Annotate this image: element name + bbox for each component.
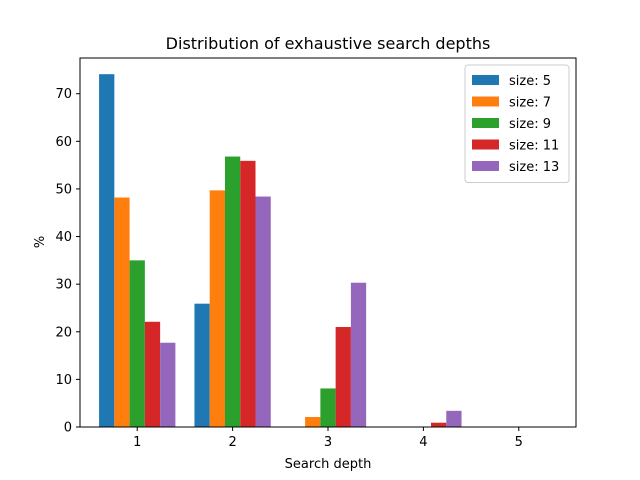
bar-size-7-depth-2 bbox=[209, 190, 225, 427]
y-axis-label: % bbox=[33, 236, 48, 248]
y-tick-label: 10 bbox=[55, 373, 72, 388]
bar-size-9-depth-2 bbox=[224, 156, 241, 427]
bar-size-11-depth-4 bbox=[431, 422, 447, 427]
legend-label: size: 13 bbox=[509, 160, 559, 175]
legend-box bbox=[464, 64, 570, 183]
x-axis-label: Search depth bbox=[285, 457, 372, 472]
bar-size-7-depth-3 bbox=[305, 417, 321, 427]
y-tick-label: 0 bbox=[64, 421, 72, 436]
y-tick-label: 30 bbox=[55, 278, 72, 293]
bar-size-9-depth-3 bbox=[320, 388, 336, 427]
chart-title: Distribution of exhaustive search depths bbox=[166, 34, 491, 53]
legend-swatch bbox=[472, 75, 499, 85]
legend-swatch bbox=[472, 139, 499, 150]
bar-size-9-depth-1 bbox=[129, 260, 145, 427]
bar-size-13-depth-3 bbox=[350, 282, 367, 427]
y-tick-label: 40 bbox=[55, 230, 72, 245]
bar-size-5-depth-1 bbox=[99, 74, 115, 427]
legend-swatch bbox=[472, 118, 499, 128]
legend-label: size: 5 bbox=[509, 74, 551, 89]
legend-swatch bbox=[472, 96, 499, 107]
x-tick-label: 4 bbox=[419, 435, 427, 450]
y-tick-label: 70 bbox=[55, 87, 72, 102]
bar-size-13-depth-2 bbox=[255, 196, 271, 427]
y-tick-label: 20 bbox=[55, 325, 72, 340]
x-tick-label: 2 bbox=[228, 435, 236, 450]
bar-size-11-depth-3 bbox=[335, 327, 351, 427]
x-tick-label: 3 bbox=[324, 435, 332, 450]
legend-swatch bbox=[472, 161, 499, 171]
legend-label: size: 7 bbox=[509, 96, 551, 111]
bar-size-11-depth-1 bbox=[144, 321, 161, 427]
legend-label: size: 9 bbox=[509, 117, 551, 132]
bar-size-5-depth-2 bbox=[194, 303, 210, 427]
bar-size-13-depth-4 bbox=[446, 410, 462, 427]
x-tick-label: 1 bbox=[133, 435, 141, 450]
y-tick-label: 60 bbox=[55, 135, 72, 150]
y-tick-label: 50 bbox=[55, 182, 72, 197]
bars-layer bbox=[99, 74, 462, 427]
legend: size: 5 size: 7 size: 9 size: 11 size: 13 bbox=[464, 64, 570, 183]
bar-size-7-depth-1 bbox=[114, 197, 130, 427]
legend-label: size: 11 bbox=[509, 139, 559, 154]
bar-size-13-depth-1 bbox=[160, 342, 176, 427]
bar-size-11-depth-2 bbox=[240, 160, 256, 427]
x-tick-label: 5 bbox=[515, 435, 523, 450]
